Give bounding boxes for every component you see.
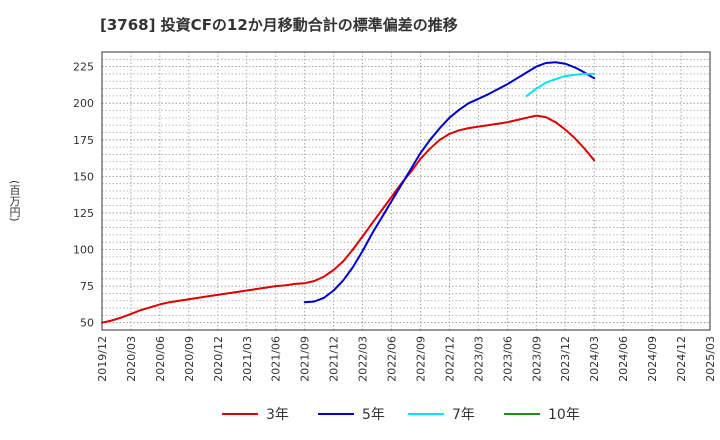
series-line-3年 — [101, 114, 596, 324]
x-tick-label: 2023/06 — [501, 336, 514, 382]
legend-swatch — [318, 413, 354, 415]
x-tick-label: 2021/03 — [241, 336, 254, 382]
plot-area — [102, 52, 710, 330]
legend-label: 10年 — [548, 407, 580, 423]
legend-label: 5年 — [362, 407, 385, 423]
x-tick-label: 2023/09 — [530, 336, 543, 382]
x-tick-label: 2022/06 — [386, 336, 399, 382]
legend-label: 7年 — [452, 407, 475, 423]
legend-item: 3年 — [222, 402, 289, 426]
x-tick-label: 2021/09 — [299, 336, 312, 382]
x-tick-label: 2023/12 — [559, 336, 572, 382]
x-tick-label: 2022/03 — [357, 336, 370, 382]
x-tick-label: 2020/09 — [183, 336, 196, 382]
x-tick-label: 2021/12 — [328, 336, 341, 382]
x-tick-label: 2019/12 — [96, 336, 109, 382]
legend-swatch — [222, 413, 258, 415]
y-tick-label: 100 — [73, 244, 94, 257]
x-tick-label: 2020/12 — [212, 336, 225, 382]
x-tick-label: 2021/06 — [270, 336, 283, 382]
legend-label: 3年 — [266, 407, 289, 423]
x-tick-label: 2022/09 — [414, 336, 427, 382]
x-tick-label: 2023/03 — [472, 336, 485, 382]
y-tick-label: 225 — [73, 61, 94, 74]
legend-item: 5年 — [318, 402, 385, 426]
chart-legend: 3年 5年 7年 10年 — [0, 402, 720, 426]
y-tick-label: 125 — [73, 207, 94, 220]
legend-swatch — [504, 413, 540, 415]
x-tick-label: 2025/03 — [704, 336, 717, 382]
plot-frame — [101, 51, 711, 331]
y-axis-label: (百万円) — [8, 180, 21, 222]
x-tick-label: 2024/09 — [646, 336, 659, 382]
y-tick-label: 150 — [73, 170, 94, 183]
y-tick-label: 200 — [73, 97, 94, 110]
x-tick-label: 2022/12 — [443, 336, 456, 382]
x-tick-label: 2020/03 — [125, 336, 138, 382]
y-tick-label: 175 — [73, 134, 94, 147]
x-tick-label: 2024/03 — [588, 336, 601, 382]
y-tick-label: 75 — [80, 280, 94, 293]
chart-title: [3768] 投資CFの12か月移動合計の標準偏差の推移 — [100, 16, 458, 34]
legend-swatch — [408, 413, 444, 415]
x-tick-label: 2024/12 — [675, 336, 688, 382]
legend-item: 7年 — [408, 402, 475, 426]
series-line-5年 — [303, 61, 596, 304]
x-tick-label: 2020/06 — [154, 336, 167, 382]
legend-item: 10年 — [504, 402, 580, 426]
series-line-7年 — [525, 72, 596, 97]
x-tick-label: 2024/06 — [617, 336, 630, 382]
y-tick-label: 50 — [80, 317, 94, 330]
